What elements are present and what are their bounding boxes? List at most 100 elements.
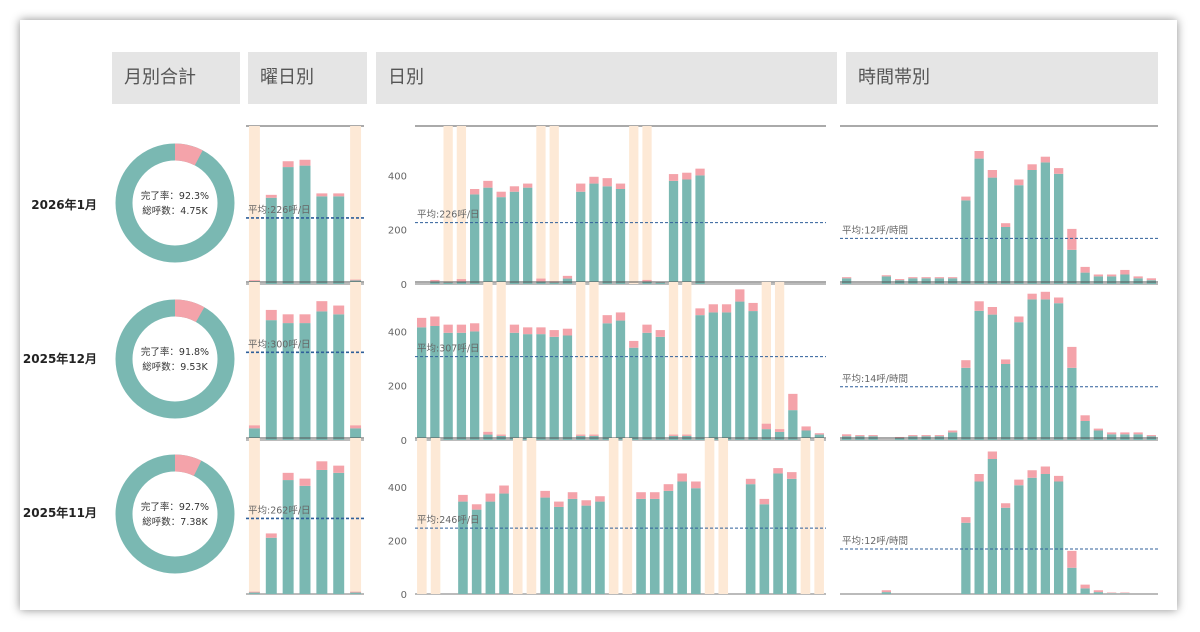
bar-complete	[316, 469, 328, 594]
bar-incomplete	[1053, 168, 1064, 174]
bar-incomplete	[540, 490, 550, 498]
bar-incomplete	[430, 316, 440, 326]
bar-incomplete	[745, 478, 756, 485]
bar-incomplete	[668, 434, 679, 436]
bar-incomplete	[430, 279, 440, 282]
bar-complete	[1120, 274, 1130, 284]
bar-incomplete	[1014, 479, 1024, 486]
bar-complete	[282, 480, 294, 594]
weekend-band	[512, 438, 523, 594]
y-tick-label: 200	[388, 536, 407, 547]
bar-incomplete	[921, 277, 931, 279]
bar-incomplete	[456, 279, 467, 282]
bar-incomplete	[642, 279, 652, 282]
bar-incomplete	[350, 425, 362, 429]
bar-complete	[1014, 322, 1024, 440]
bar-complete	[881, 592, 892, 594]
bar-incomplete	[509, 186, 520, 192]
bar-complete	[536, 281, 546, 284]
bar-incomplete	[855, 435, 865, 437]
bar-complete	[470, 194, 480, 284]
average-label: 平均:14呼/時間	[842, 373, 908, 385]
bar-complete	[509, 191, 520, 284]
bar-complete	[786, 478, 797, 594]
bar-incomplete	[333, 193, 345, 197]
donut-rate-label: 完了率：92.7%	[141, 501, 209, 513]
y-tick-label: 400	[388, 171, 407, 182]
bar-incomplete	[636, 492, 646, 499]
weekend-band	[248, 438, 260, 594]
y-tick-label: 400	[388, 483, 407, 494]
bar-incomplete	[499, 485, 509, 494]
weekend-band	[642, 126, 652, 284]
bar-incomplete	[908, 277, 918, 279]
weekend-band	[350, 126, 362, 284]
bar-incomplete	[841, 277, 852, 279]
bar-complete	[1133, 434, 1143, 440]
bar-incomplete	[523, 183, 533, 188]
bar-incomplete	[602, 178, 612, 187]
bar-incomplete	[1053, 297, 1064, 304]
bar-complete	[299, 485, 311, 594]
average-label: 平均:246呼/日	[417, 514, 480, 526]
bar-complete	[745, 484, 756, 594]
bar-incomplete	[961, 517, 971, 523]
weekend-band	[350, 282, 362, 440]
bar-incomplete	[456, 324, 467, 333]
bar-incomplete	[1067, 346, 1077, 368]
bar-complete	[1067, 367, 1077, 440]
bar-complete	[248, 428, 260, 440]
weekend-band	[800, 438, 811, 594]
donut-total-label: 総呼数：4.75K	[142, 205, 208, 217]
bar-incomplete	[523, 327, 533, 335]
weekend-band	[248, 282, 260, 440]
bar-incomplete	[576, 183, 586, 192]
bar-complete	[458, 501, 468, 594]
bar-complete	[1000, 507, 1011, 594]
bar-complete	[642, 332, 652, 440]
bar-complete	[1053, 481, 1064, 594]
bar-complete	[443, 332, 453, 440]
bar-incomplete	[536, 327, 546, 335]
donut-incomplete-arc	[174, 299, 205, 323]
bar-incomplete	[655, 330, 665, 337]
bar-complete	[1120, 434, 1130, 440]
weekend-band	[608, 438, 619, 594]
bar-incomplete	[485, 493, 496, 502]
weekend-band	[456, 126, 467, 284]
bar-complete	[774, 431, 785, 440]
weekend-band	[682, 282, 692, 440]
bar-incomplete	[682, 434, 692, 436]
bar-complete	[248, 592, 260, 594]
bar-complete	[540, 497, 550, 594]
bar-complete	[333, 472, 345, 594]
bar-incomplete	[458, 494, 468, 502]
bar-complete	[483, 187, 493, 284]
bar-complete	[333, 196, 345, 284]
bar-complete	[695, 315, 705, 440]
bar-incomplete	[333, 465, 345, 473]
donut-total-label: 総呼数：7.38K	[142, 516, 208, 528]
donut-total-label: 総呼数：9.53K	[142, 361, 208, 373]
bar-complete	[987, 177, 998, 284]
bar-complete	[430, 326, 440, 440]
bar-incomplete	[1000, 223, 1011, 227]
bar-incomplete	[708, 304, 718, 313]
weekend-band	[668, 282, 679, 440]
bar-incomplete	[668, 174, 679, 181]
bar-complete	[1027, 170, 1037, 284]
y-tick-label: 0	[401, 590, 407, 601]
bar-complete	[974, 158, 984, 284]
bar-complete	[1027, 299, 1037, 440]
bar-incomplete	[1106, 592, 1117, 594]
bar-incomplete	[248, 425, 260, 429]
bar-complete	[316, 311, 328, 440]
bar-complete	[1000, 227, 1011, 284]
bar-incomplete	[1040, 291, 1051, 300]
y-tick-label: 200	[388, 226, 407, 237]
bar-incomplete	[921, 435, 931, 437]
bar-complete	[1053, 303, 1064, 440]
bar-complete	[485, 501, 496, 594]
bar-complete	[735, 301, 745, 440]
bar-complete	[1093, 430, 1104, 440]
